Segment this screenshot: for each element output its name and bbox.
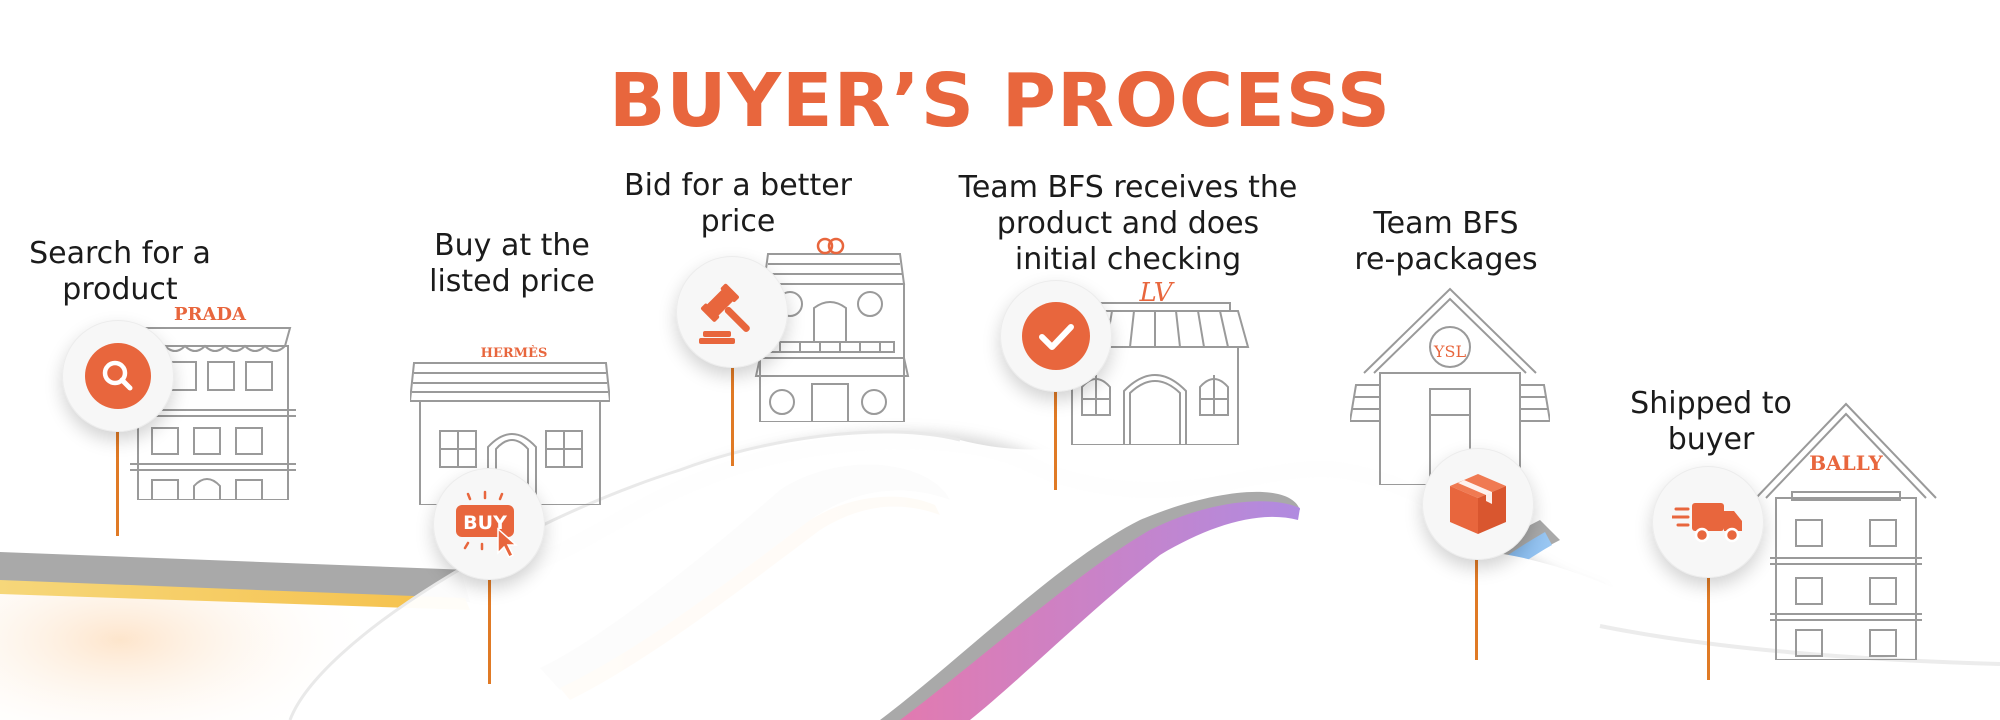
step-6-pin-line: [1707, 568, 1710, 680]
step-3-label: Bid for a better price: [623, 168, 853, 239]
step-6-pin: [1652, 466, 1764, 578]
step-1-label: Search for a product: [29, 236, 211, 307]
building-brand-ysl: YSL: [1433, 342, 1467, 361]
step-5-pin-line: [1475, 540, 1478, 660]
bally-building: BALLY: [1755, 402, 1937, 660]
step-2-pin-line: [488, 560, 491, 684]
lv-building: LV: [1060, 278, 1250, 445]
step-5-pin: [1422, 448, 1534, 560]
gavel-icon: [699, 283, 750, 344]
ysl-building: YSL: [1350, 287, 1550, 485]
step-4-label: Team BFS receives the product and does i…: [958, 170, 1298, 277]
building-brand-lv: LV: [1139, 278, 1175, 308]
building-brand-bally: BALLY: [1809, 451, 1883, 475]
step-4-pin: [1000, 280, 1112, 392]
buy-icon: BUY: [456, 490, 518, 559]
truck-icon: [1672, 503, 1742, 543]
building-brand-gucci: [816, 237, 845, 255]
svg-text:BUY: BUY: [463, 512, 507, 534]
search-icon: [85, 343, 151, 409]
step-2-label: Buy at the listed price: [429, 228, 595, 299]
step-1-pin: [62, 320, 174, 432]
step-1-pin-line: [116, 420, 119, 536]
step-6-label: Shipped to buyer: [1630, 386, 1792, 457]
step-4-pin-line: [1054, 370, 1057, 490]
step-2-pin: BUY: [433, 468, 545, 580]
step-5-label: Team BFS re-packages: [1354, 206, 1538, 277]
check-icon: [1022, 302, 1090, 370]
page-title: BUYER’S PROCESS: [608, 58, 1392, 144]
building-brand-hermes: HERMÈS: [481, 345, 548, 361]
step-3-pin-line: [731, 350, 734, 466]
building-brand-prada: PRADA: [174, 304, 247, 325]
hermes-building: HERMÈS: [410, 345, 610, 505]
step-3-pin: [676, 256, 788, 368]
box-icon: [1450, 474, 1506, 534]
